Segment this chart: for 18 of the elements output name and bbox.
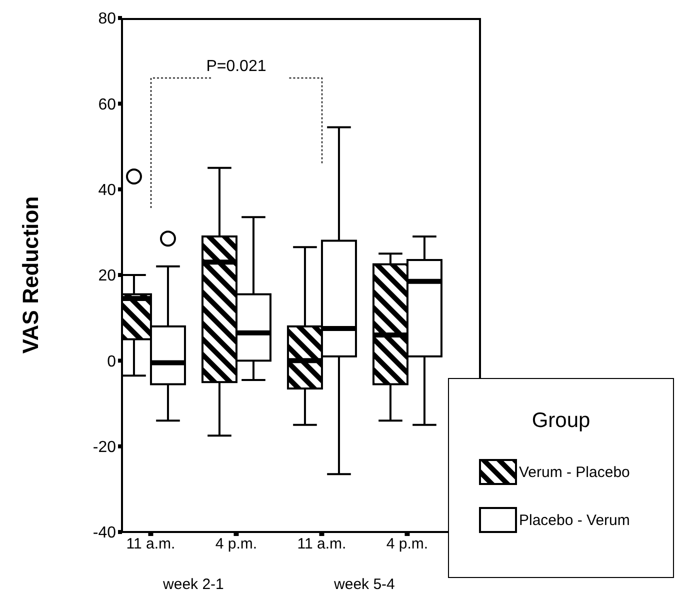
- legend-label: Verum - Placebo: [519, 464, 630, 480]
- legend-label: Placebo - Verum: [519, 512, 630, 528]
- y-tick-label: 40: [98, 182, 116, 200]
- y-tick-label: 0: [107, 353, 116, 370]
- y-tick-label: 20: [98, 268, 116, 285]
- x-tick-label: 11 a.m.: [297, 536, 346, 553]
- x-tick-label: 11 a.m.: [126, 536, 176, 553]
- x-tick-label: 4 p.m.: [215, 536, 258, 553]
- y-tick-label: -20: [92, 439, 116, 456]
- y-tick-label: 60: [98, 96, 116, 114]
- y-tick-label: 80: [98, 10, 116, 28]
- y-axis-title: VAS Reduction: [18, 196, 43, 354]
- text: week 5-4: [333, 576, 396, 593]
- annotation: P=0.021: [205, 58, 268, 76]
- text: week 2-1: [162, 576, 225, 593]
- x-tick-label: 4 p.m.: [386, 536, 428, 553]
- y-tick-label: -40: [92, 524, 116, 542]
- legend-title: Group: [530, 409, 592, 433]
